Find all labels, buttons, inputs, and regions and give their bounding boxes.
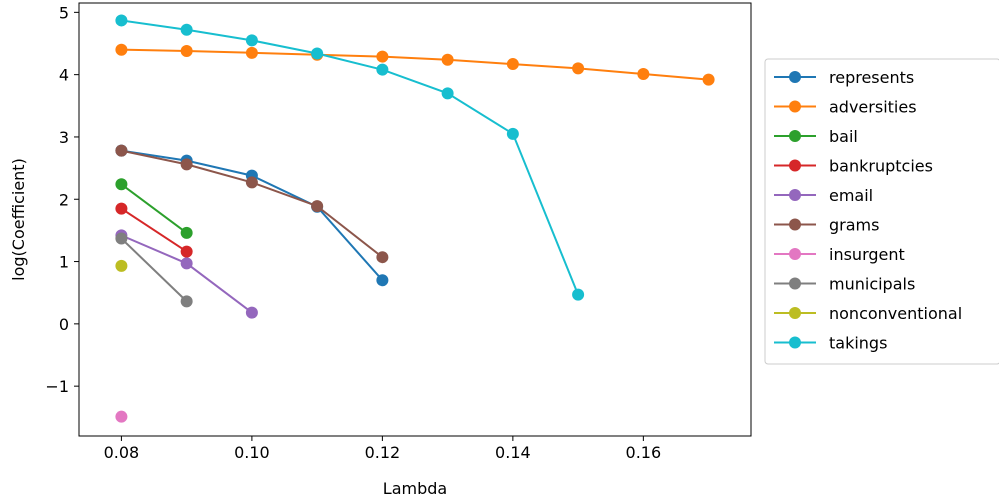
data-point <box>637 68 650 81</box>
legend-marker <box>789 248 801 260</box>
data-point <box>115 14 128 27</box>
series-line <box>120 183 188 234</box>
legend-marker <box>789 130 801 142</box>
legend: represents adversities bail bankruptcies ema… <box>764 58 999 365</box>
data-point <box>115 410 128 423</box>
data-point <box>180 226 193 239</box>
data-point <box>572 288 585 301</box>
data-point <box>506 58 519 71</box>
data-point <box>115 144 128 157</box>
legend-frame <box>764 58 999 365</box>
series-line <box>121 48 709 81</box>
data-point <box>245 306 258 319</box>
legend-marker <box>789 159 801 172</box>
data-point <box>180 44 193 57</box>
y-tick-label: 1 <box>59 253 69 272</box>
series-takings <box>115 14 585 301</box>
series-line <box>121 19 580 295</box>
legend-label: adversities <box>829 98 917 117</box>
series-bankruptcies <box>115 202 193 258</box>
y-tick-label: 2 <box>59 190 69 209</box>
data-point <box>180 257 193 270</box>
legend-item: takings <box>774 334 887 353</box>
data-point <box>115 43 128 56</box>
legend-label: represents <box>829 68 914 87</box>
y-tick-label: 4 <box>59 66 69 85</box>
x-tick-label: 0.10 <box>234 443 270 462</box>
legend-item: bail <box>774 127 858 146</box>
legend-marker <box>789 307 801 319</box>
data-point <box>180 23 193 36</box>
series-grams <box>115 144 389 264</box>
legend-item: nonconventional <box>774 304 962 323</box>
data-point <box>180 158 193 171</box>
legend-item: bankruptcies <box>774 157 933 176</box>
data-point <box>441 87 454 100</box>
data-point <box>441 53 454 66</box>
data-point <box>180 295 193 308</box>
legend-label: takings <box>829 334 887 353</box>
legend-marker <box>789 71 801 83</box>
data-point <box>115 178 128 191</box>
legend-label: municipals <box>829 275 915 294</box>
data-point <box>376 251 389 264</box>
series-line <box>120 207 188 253</box>
y-tick-label: 5 <box>59 3 69 22</box>
series-insurgent <box>115 410 128 423</box>
y-tick-label: −1 <box>45 377 69 396</box>
data-point <box>376 50 389 63</box>
data-point <box>506 127 519 140</box>
series-municipals <box>115 232 193 308</box>
plot-frame <box>78 2 752 437</box>
legend-marker <box>789 218 801 231</box>
legend-marker <box>789 100 801 113</box>
x-tick-label: 0.14 <box>495 443 531 462</box>
x-tick-label: 0.16 <box>626 443 662 462</box>
data-point <box>245 176 258 189</box>
legend-item: email <box>774 186 873 205</box>
legend-item: adversities <box>774 98 917 117</box>
y-tick-label: 0 <box>59 315 69 334</box>
y-axis-label: log(Coefficient) <box>9 158 28 281</box>
data-point <box>245 46 258 59</box>
data-point <box>115 202 128 215</box>
data-point <box>115 259 128 272</box>
x-axis: 0.08 0.10 0.12 0.14 0.16 <box>104 436 662 462</box>
series-bail <box>115 178 193 239</box>
plot-area <box>79 3 751 436</box>
legend-label: bankruptcies <box>829 157 933 176</box>
data-point <box>311 47 324 60</box>
data-point <box>572 62 585 75</box>
data-point <box>702 73 715 86</box>
series-adversities <box>115 43 715 86</box>
data-point <box>311 200 324 213</box>
x-axis-label: Lambda <box>383 479 447 498</box>
data-point <box>115 232 128 245</box>
x-tick-label: 0.12 <box>365 443 401 462</box>
series-line <box>120 237 188 303</box>
data-point <box>180 245 193 258</box>
legend-label: email <box>829 186 873 205</box>
legend-marker <box>789 277 801 290</box>
series-layer <box>115 14 715 423</box>
legend-item: represents <box>774 68 914 87</box>
x-tick-label: 0.08 <box>104 443 140 462</box>
legend-label: nonconventional <box>829 304 962 323</box>
legend-label: insurgent <box>829 245 905 264</box>
data-point <box>376 63 389 76</box>
data-point <box>245 34 258 47</box>
data-point <box>376 274 389 287</box>
y-tick-label: 3 <box>59 128 69 147</box>
series-nonconventional <box>115 259 128 272</box>
legend-item: insurgent <box>774 245 905 264</box>
legend-marker <box>789 336 801 349</box>
legend-marker <box>789 189 801 201</box>
y-axis: −1 0 1 2 3 4 5 <box>45 3 79 396</box>
legend-item: municipals <box>774 275 915 294</box>
legend-label: bail <box>829 127 858 146</box>
legend-item: grams <box>774 216 879 235</box>
legend-label: grams <box>829 216 879 235</box>
